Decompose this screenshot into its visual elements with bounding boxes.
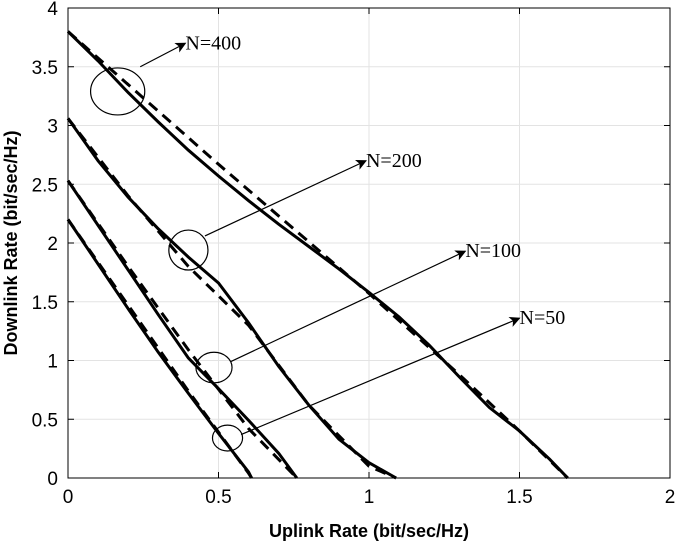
x-tick-label: 1 [364, 487, 375, 508]
ellipse-n100 [195, 351, 233, 384]
x-tick-label: 0 [63, 487, 74, 508]
y-tick-label: 1.5 [32, 293, 58, 314]
ellipse-n50 [211, 424, 244, 452]
solid-curve-n400 [66, 30, 569, 480]
y-tick-label: 1 [47, 352, 58, 373]
annotations: N=400 N=200 N=100 N=50 [89, 32, 566, 452]
solid-curve-n100 [66, 179, 299, 479]
y-tick-label: 0.5 [32, 410, 58, 431]
curves [66, 30, 569, 480]
label-n400: N=400 [185, 32, 241, 54]
ellipse-n200 [168, 229, 209, 271]
y-axis-label: Downlink Rate (bit/sec/Hz) [1, 130, 21, 355]
label-n50: N=50 [520, 307, 566, 329]
y-tick-label: 2.5 [32, 175, 58, 196]
x-tick-label: 2 [665, 487, 676, 508]
y-tick-label: 3.5 [32, 58, 58, 79]
y-tick-label: 0 [47, 469, 58, 490]
solid-curve-n50 [66, 218, 253, 479]
x-tick-label: 1.5 [506, 487, 532, 508]
y-tick-label: 2 [47, 234, 58, 255]
dashed-curve-n200 [66, 117, 397, 480]
arrow-n400 [139, 42, 187, 68]
arrow-n100 [230, 250, 467, 363]
x-tick-label: 0.5 [205, 487, 231, 508]
ticks: 0 0.5 1 1.5 2 0 0.5 1 1.5 2 2.5 3 3.5 4 [32, 0, 676, 508]
solid-curve-n200 [66, 117, 397, 480]
dashed-curve-n100 [66, 179, 298, 480]
x-axis-label: Uplink Rate (bit/sec/Hz) [269, 521, 469, 541]
y-tick-label: 4 [47, 0, 58, 20]
label-n200: N=200 [366, 150, 422, 172]
arrow-n200 [204, 159, 367, 237]
ellipse-n400 [89, 67, 146, 116]
label-n100: N=100 [465, 240, 521, 262]
arrow-n50 [240, 316, 521, 436]
y-tick-label: 3 [47, 117, 58, 138]
grid [68, 8, 670, 478]
